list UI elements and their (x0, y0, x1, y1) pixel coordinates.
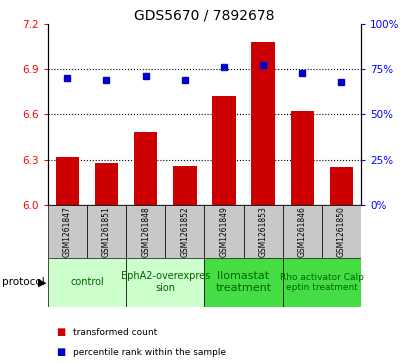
Text: llomastat
treatment: llomastat treatment (215, 272, 271, 293)
Bar (126, 258, 205, 307)
Bar (205, 205, 244, 258)
Text: transformed count: transformed count (73, 328, 157, 337)
Text: GSM1261846: GSM1261846 (298, 206, 307, 257)
Bar (126, 205, 165, 258)
Bar (173, 166, 197, 205)
Bar (205, 258, 283, 307)
Text: Rho activator Calp
eptin treatment: Rho activator Calp eptin treatment (280, 273, 364, 292)
Bar (165, 205, 204, 258)
Title: GDS5670 / 7892678: GDS5670 / 7892678 (134, 8, 275, 23)
Text: ▶: ▶ (38, 277, 46, 287)
Text: EphA2-overexpres
sion: EphA2-overexpres sion (121, 272, 210, 293)
Bar (330, 167, 353, 205)
Bar (56, 157, 79, 205)
Bar (95, 163, 118, 205)
Text: GSM1261853: GSM1261853 (259, 206, 268, 257)
Text: percentile rank within the sample: percentile rank within the sample (73, 348, 226, 356)
Bar (290, 111, 314, 205)
Bar (87, 205, 126, 258)
Bar (322, 205, 361, 258)
Text: ■: ■ (56, 327, 65, 337)
Bar (283, 258, 361, 307)
Bar (212, 96, 236, 205)
Bar (134, 132, 157, 205)
Bar (283, 205, 322, 258)
Bar (48, 258, 126, 307)
Text: GSM1261849: GSM1261849 (220, 206, 229, 257)
Text: protocol: protocol (2, 277, 45, 287)
Text: GSM1261848: GSM1261848 (141, 206, 150, 257)
Bar (244, 205, 283, 258)
Text: GSM1261847: GSM1261847 (63, 206, 72, 257)
Bar (48, 205, 87, 258)
Bar (251, 42, 275, 205)
Text: control: control (70, 277, 104, 287)
Text: ■: ■ (56, 347, 65, 357)
Text: GSM1261852: GSM1261852 (180, 206, 189, 257)
Text: GSM1261850: GSM1261850 (337, 206, 346, 257)
Text: GSM1261851: GSM1261851 (102, 206, 111, 257)
